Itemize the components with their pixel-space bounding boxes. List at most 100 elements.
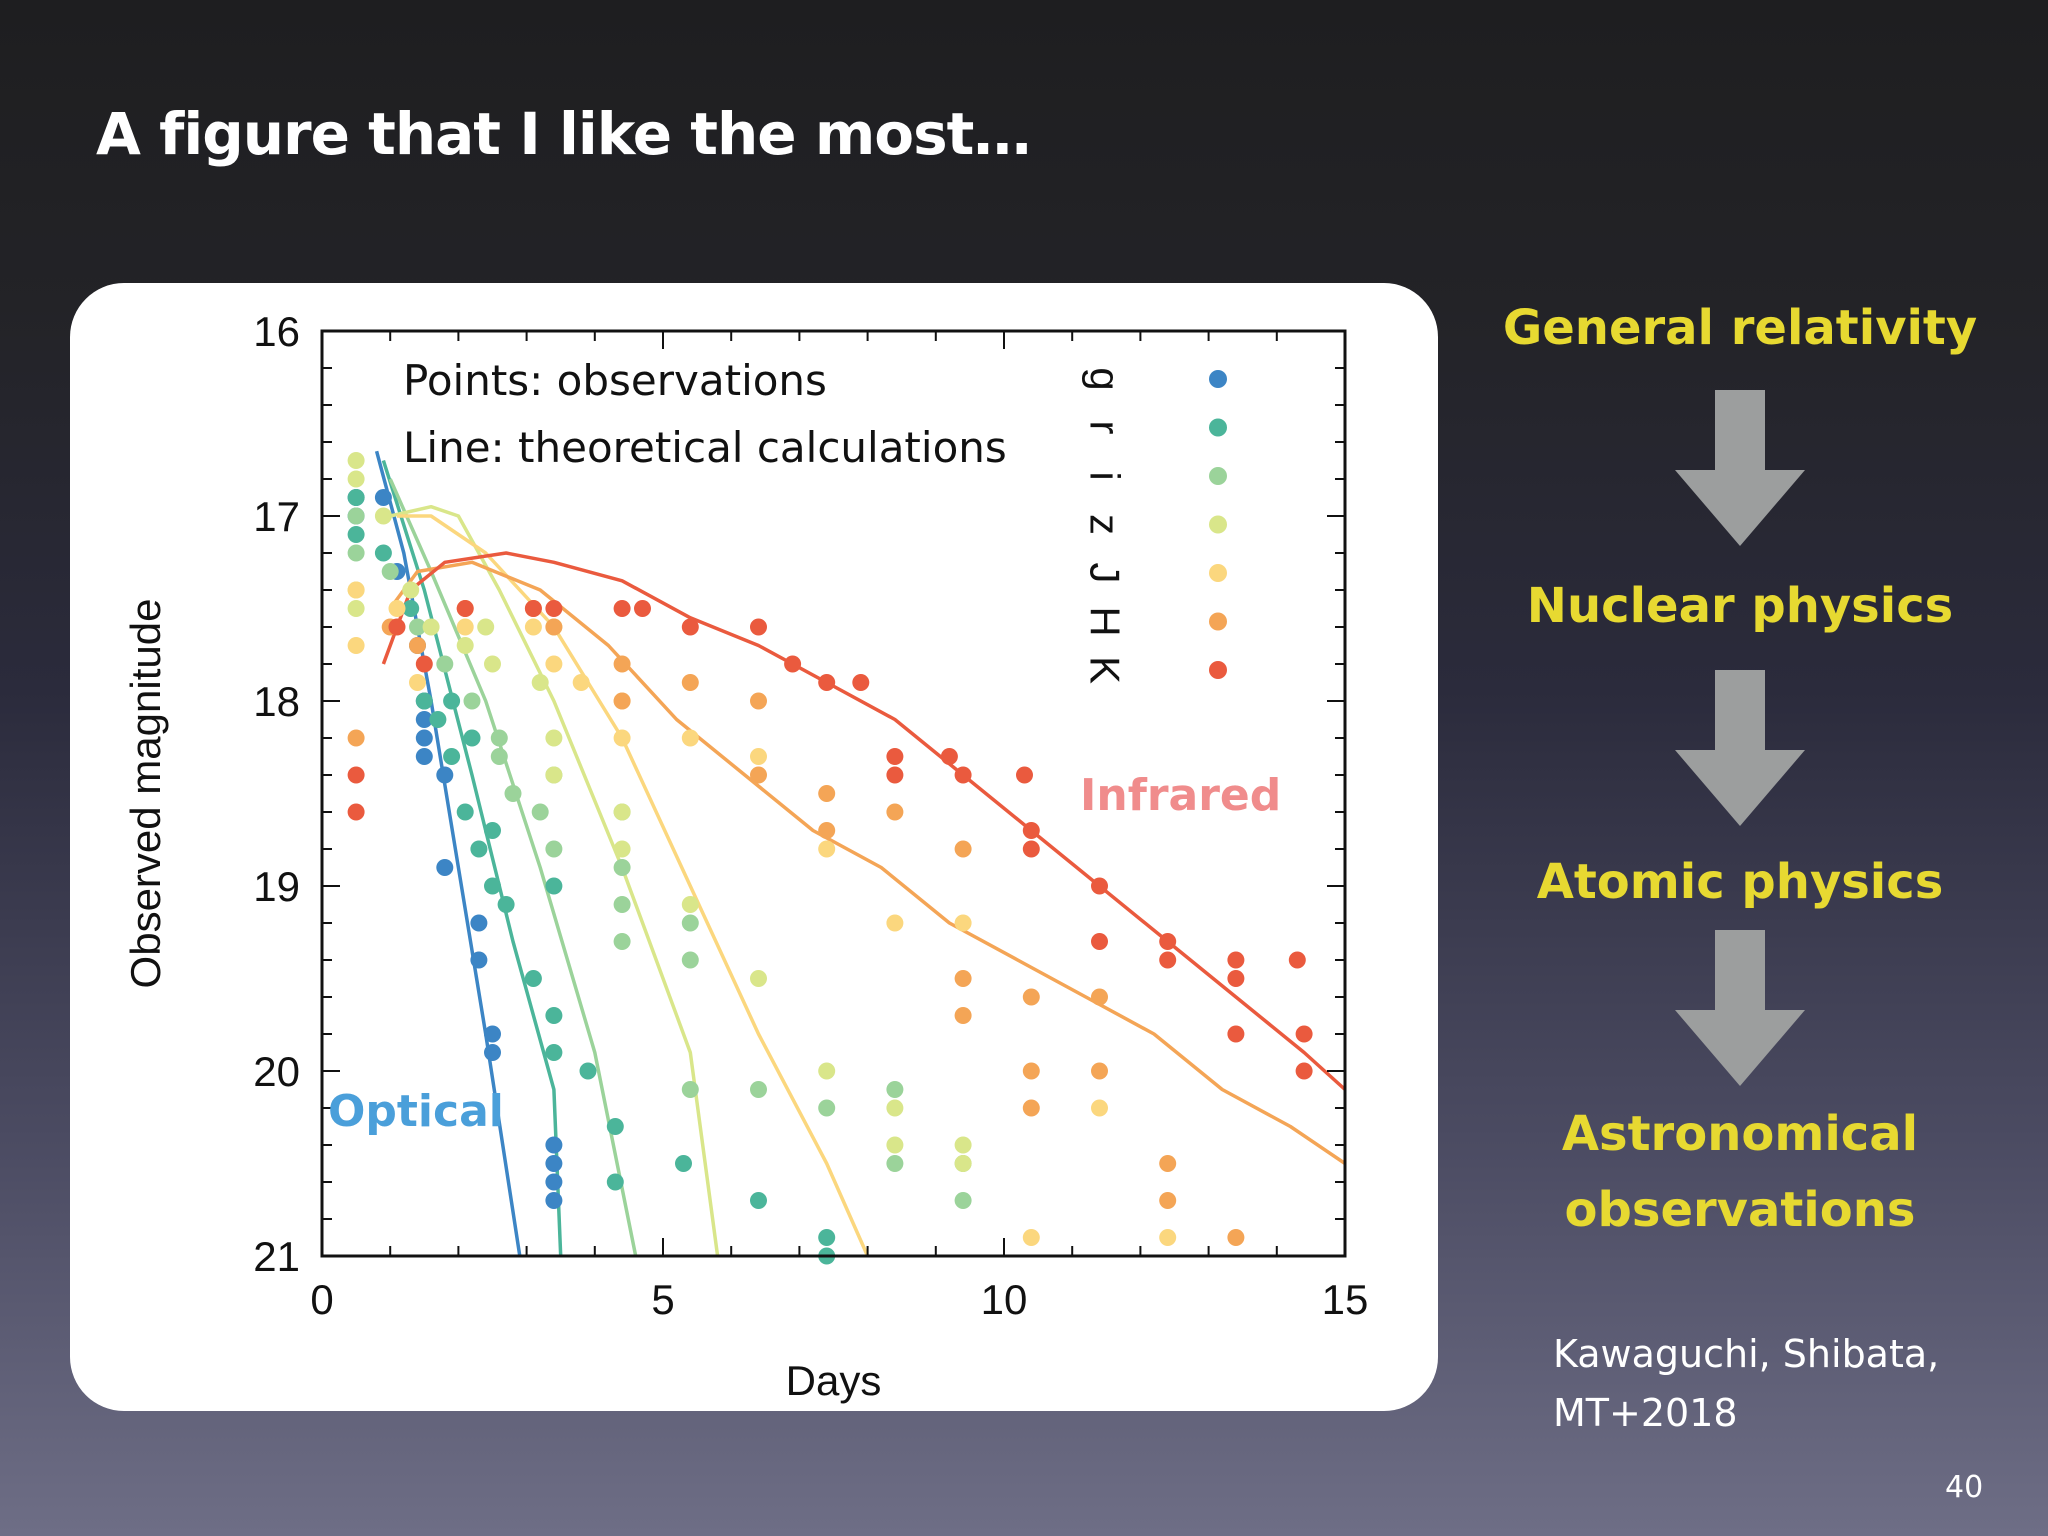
data-point-z [613, 803, 631, 821]
data-point-z [402, 581, 420, 599]
y-tick-label: 17 [253, 493, 300, 540]
data-point-K [1227, 951, 1245, 969]
data-point-K [1159, 933, 1177, 950]
data-point-K [1016, 766, 1033, 784]
data-point-i [463, 692, 481, 710]
data-point-z [954, 1155, 972, 1172]
data-point-g [415, 748, 433, 765]
data-point-J [886, 914, 904, 932]
data-point-K [1022, 840, 1040, 858]
legend-marker-H [1209, 612, 1227, 631]
data-point-J [954, 914, 972, 932]
flow-observations: observations [1564, 1182, 1916, 1238]
data-point-g [545, 1192, 563, 1209]
data-point-z [954, 1136, 972, 1154]
data-point-J [613, 729, 631, 747]
data-point-J [572, 674, 590, 691]
data-point-H [1022, 1062, 1040, 1080]
data-point-z [886, 1099, 904, 1117]
data-point-J [1022, 1229, 1040, 1246]
data-point-i [681, 1081, 699, 1098]
data-point-i [681, 951, 699, 969]
data-point-J [388, 600, 406, 617]
y-tick-label: 21 [253, 1233, 300, 1280]
y-tick-label: 16 [253, 308, 300, 355]
data-point-H [681, 674, 699, 691]
data-point-r [347, 489, 365, 506]
data-point-H [1091, 1062, 1108, 1080]
page-number: 40 [1945, 1470, 1984, 1505]
y-tick-label: 20 [253, 1048, 300, 1095]
data-point-r [545, 877, 563, 895]
x-tick-label: 0 [310, 1276, 333, 1323]
data-point-J [456, 618, 474, 636]
flow-general-relativity: General relativity [1502, 300, 1978, 356]
data-point-K [954, 766, 972, 784]
data-point-r [497, 896, 515, 913]
data-point-J [818, 840, 836, 858]
data-point-H [545, 618, 563, 636]
data-point-J [524, 618, 542, 636]
data-point-z [374, 507, 392, 525]
data-point-H [347, 729, 365, 747]
data-point-i [490, 729, 508, 747]
data-point-r [675, 1155, 692, 1172]
data-point-g [415, 711, 433, 728]
data-point-i [381, 563, 399, 580]
data-point-g [545, 1136, 563, 1154]
data-point-K [886, 748, 904, 765]
data-point-r [750, 1192, 767, 1209]
annotation-points: Points: observations [403, 356, 827, 405]
data-point-J [409, 674, 426, 691]
data-point-H [954, 1007, 972, 1024]
data-point-H [1159, 1192, 1177, 1209]
data-point-K [750, 618, 767, 636]
light-curve-chart: 0 5 10 15 16 17 18 19 20 21 Days Observed magnitude… [122, 308, 1368, 1404]
data-point-H [750, 692, 767, 710]
legend-label-r: r [1082, 421, 1129, 435]
data-point-z [347, 452, 365, 469]
x-tick-label: 10 [981, 1276, 1028, 1323]
x-axis-label: Days [786, 1357, 882, 1404]
data-point-r [443, 748, 461, 765]
data-point-H [1022, 1099, 1040, 1117]
data-point-H [613, 692, 631, 710]
data-point-K [524, 600, 542, 617]
down-arrow-icon [1675, 930, 1805, 1086]
data-point-r [545, 1007, 563, 1024]
data-point-J [545, 655, 563, 673]
data-point-H [1091, 988, 1108, 1006]
data-point-z [422, 618, 440, 636]
citation: Kawaguchi, Shibata, MT+2018 [1553, 1325, 1939, 1443]
data-point-K [388, 618, 406, 636]
slide-title: A figure that I like the most… [96, 100, 1031, 168]
data-point-K [415, 655, 433, 673]
plot-frame [320, 329, 1347, 1258]
data-point-J [750, 748, 767, 765]
data-point-i [613, 933, 631, 950]
data-point-g [436, 766, 454, 784]
data-point-g [374, 489, 392, 506]
data-point-H [409, 637, 426, 654]
annotation-optical: Optical [328, 1086, 504, 1137]
citation-line-2: MT+2018 [1553, 1391, 1738, 1435]
annotation-line: Line: theoretical calculations [403, 423, 1007, 472]
legend-marker-K [1209, 661, 1227, 679]
data-point-H [818, 822, 836, 839]
data-point-K [1227, 970, 1245, 987]
data-point-J [347, 637, 365, 654]
data-point-r [456, 803, 474, 821]
data-point-K [784, 655, 802, 673]
data-point-z [477, 618, 495, 636]
data-point-r [429, 711, 447, 728]
legend-label-J: J [1082, 563, 1129, 584]
data-point-r [818, 1229, 836, 1246]
data-point-g [484, 1025, 501, 1043]
data-point-H [954, 970, 972, 987]
data-point-J [347, 581, 365, 599]
data-point-K [1091, 877, 1108, 895]
data-point-i [681, 914, 699, 932]
data-point-H [818, 785, 836, 802]
data-point-r [347, 526, 365, 543]
data-point-i [886, 1081, 904, 1098]
